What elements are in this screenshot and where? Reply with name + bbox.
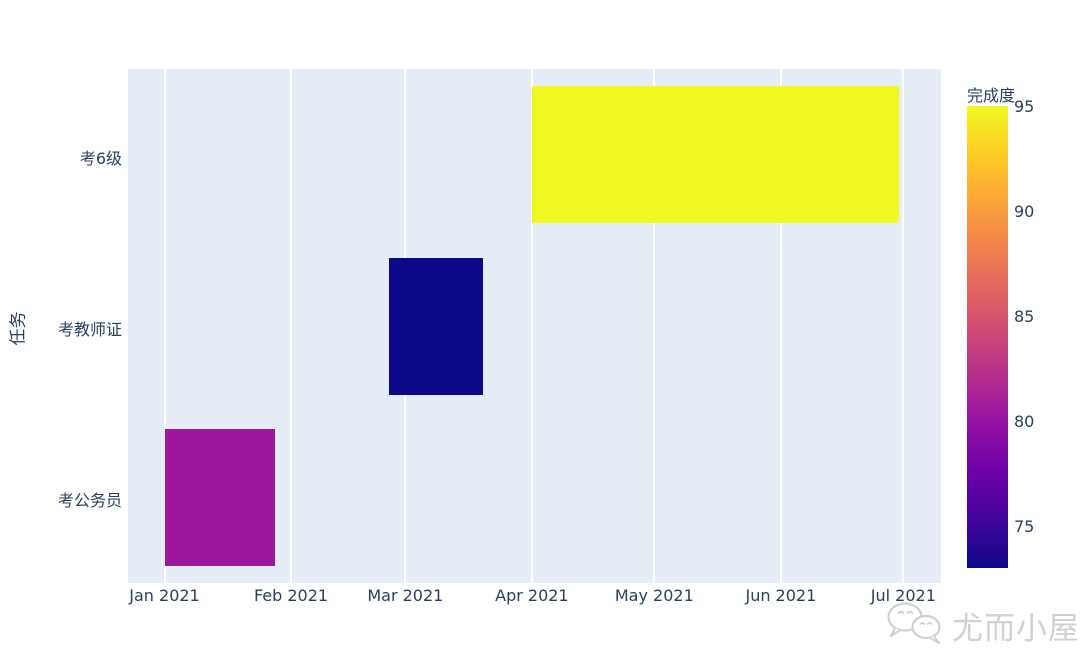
- colorbar-tick-label: 90: [1014, 202, 1035, 221]
- wechat-bubbles-icon: [886, 600, 946, 650]
- colorbar-title: 完成度: [967, 86, 1016, 105]
- gantt-bar-考公务员[interactable]: [164, 428, 275, 566]
- colorbar-tick-label: 80: [1014, 412, 1035, 431]
- x-tick-label: May 2021: [614, 586, 694, 605]
- gridline: [653, 69, 656, 583]
- x-tick-label: Apr 2021: [495, 586, 569, 605]
- watermark-label: 尤而小屋: [952, 610, 1080, 647]
- gridline: [163, 69, 166, 583]
- x-tick-label: Feb 2021: [253, 586, 329, 605]
- colorbar-tick-label: 85: [1014, 307, 1035, 326]
- gridline: [902, 69, 905, 583]
- watermark: 尤而小屋: [886, 600, 1080, 650]
- y-tick-label: 考教师证: [57, 320, 122, 339]
- gantt-bar-考教师证[interactable]: [389, 257, 483, 395]
- x-tick-label: Jan 2021: [129, 586, 200, 605]
- x-tick-label: Jul 2021: [870, 586, 936, 605]
- gridline: [290, 69, 293, 583]
- y-tick-label: 考公务员: [57, 491, 122, 511]
- colorbar-tick-label: 95: [1014, 97, 1035, 116]
- gridline: [530, 69, 533, 583]
- gantt-bar-考6级[interactable]: [531, 86, 900, 224]
- y-tick-label: 考6级: [79, 148, 122, 168]
- x-tick-label: Jun 2021: [745, 586, 817, 605]
- colorbar-tick-label: 75: [1014, 517, 1035, 536]
- colorbar-gradient: [967, 106, 1008, 568]
- gridline: [779, 69, 782, 583]
- plot-area: [128, 69, 941, 583]
- x-tick-label: Mar 2021: [367, 586, 444, 605]
